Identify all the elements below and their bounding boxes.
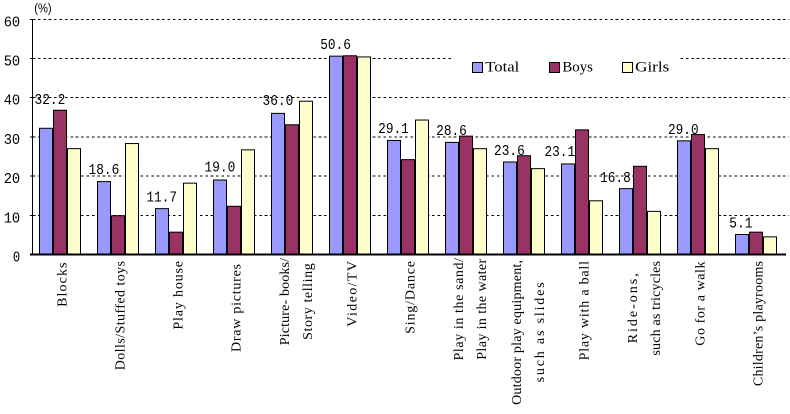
- svg-text:28.6: 28.6: [436, 123, 467, 140]
- svg-text:50: 50: [4, 54, 21, 71]
- svg-text:Draw pictures: Draw pictures: [229, 264, 244, 352]
- svg-text:Girls: Girls: [635, 60, 669, 76]
- svg-text:30: 30: [4, 132, 21, 149]
- svg-text:such as tricycles: such as tricycles: [649, 261, 664, 356]
- svg-text:Story telling: Story telling: [301, 263, 316, 340]
- svg-text:Boys: Boys: [562, 60, 593, 76]
- svg-text:Video/TV: Video/TV: [345, 261, 360, 327]
- svg-text:Ride-ons,: Ride-ons,: [626, 273, 641, 343]
- svg-text:60: 60: [4, 14, 21, 31]
- svg-text:40: 40: [4, 93, 21, 110]
- svg-text:such as slides: such as slides: [533, 282, 548, 382]
- svg-text:Picture- books/: Picture- books/: [278, 258, 293, 345]
- svg-text:29.0: 29.0: [668, 122, 699, 139]
- svg-text:Go for a walk: Go for a walk: [693, 262, 708, 346]
- svg-text:0: 0: [13, 250, 20, 267]
- svg-text:29.1: 29.1: [378, 121, 409, 138]
- svg-text:Play with a ball: Play with a ball: [577, 261, 592, 361]
- svg-text:Play house: Play house: [171, 261, 186, 330]
- svg-text:36.0: 36.0: [263, 93, 294, 110]
- svg-text:Children’s playrooms: Children’s playrooms: [751, 261, 766, 386]
- svg-text:50.6: 50.6: [320, 37, 351, 54]
- svg-text:32.2: 32.2: [35, 92, 66, 109]
- svg-text:11.7: 11.7: [146, 190, 177, 207]
- svg-text:Play in the sand/: Play in the sand/: [452, 258, 467, 361]
- svg-text:Outdoor play equipment,: Outdoor play equipment,: [510, 260, 525, 405]
- svg-text:20: 20: [4, 171, 21, 188]
- svg-text:Dolls/Stuffed toys: Dolls/Stuffed toys: [113, 261, 128, 370]
- svg-text:Blocks: Blocks: [55, 263, 70, 307]
- svg-text:16.8: 16.8: [600, 170, 631, 187]
- svg-text:23.6: 23.6: [494, 143, 525, 160]
- svg-text:(%): (%): [34, 2, 51, 16]
- svg-text:23.1: 23.1: [544, 144, 575, 161]
- svg-text:19.0: 19.0: [205, 160, 236, 177]
- svg-text:Total: Total: [485, 60, 519, 76]
- svg-text:18.6: 18.6: [89, 162, 120, 179]
- svg-text:5.1: 5.1: [729, 216, 753, 233]
- svg-text:Sing/Dance: Sing/Dance: [403, 261, 418, 334]
- svg-text:10: 10: [4, 210, 21, 227]
- svg-text:Play in the water: Play in the water: [475, 258, 490, 359]
